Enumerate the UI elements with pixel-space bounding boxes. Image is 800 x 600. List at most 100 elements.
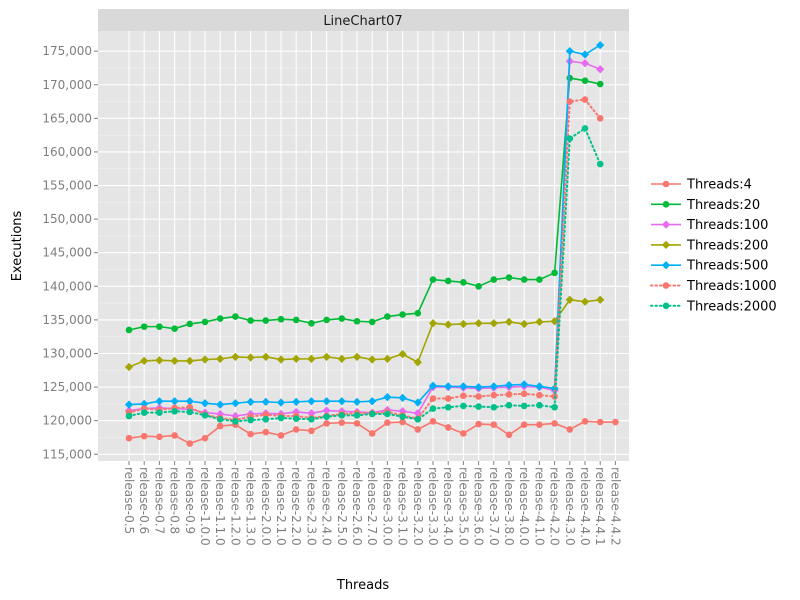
data-point xyxy=(444,320,453,329)
y-axis-title: Executions xyxy=(10,210,25,281)
series-line xyxy=(128,126,602,423)
data-point xyxy=(398,393,407,402)
x-tick-label: release-4.3.0 xyxy=(563,467,577,546)
x-tick-label: release-2.1.0 xyxy=(274,467,288,546)
data-point xyxy=(565,295,574,304)
data-point xyxy=(444,277,452,285)
y-tick-label: 170,000 xyxy=(42,78,92,92)
data-point xyxy=(292,354,301,363)
data-point xyxy=(460,430,467,437)
data-point xyxy=(414,426,422,433)
data-point xyxy=(186,320,194,328)
data-point xyxy=(596,418,604,426)
x-tick-label: release-2.6.0 xyxy=(350,467,364,546)
data-point xyxy=(460,278,467,286)
data-point xyxy=(384,410,391,418)
data-point xyxy=(308,416,315,423)
data-point xyxy=(383,393,392,402)
legend-label: Threads:200 xyxy=(686,238,768,253)
data-point xyxy=(368,397,377,406)
legend-swatch-marker xyxy=(662,302,670,310)
y-axis-ticks: 115,000 120,000 125,000 130,000 135,000 140,0… xyxy=(42,44,98,461)
data-point xyxy=(399,311,406,318)
data-point xyxy=(231,399,240,408)
data-point xyxy=(247,317,254,324)
legend-item: Threads:100 xyxy=(651,218,768,233)
x-tick-label: release-0.5 xyxy=(122,467,136,534)
data-point xyxy=(156,323,163,330)
y-tick-label: 165,000 xyxy=(42,111,92,125)
data-point xyxy=(536,421,543,429)
legend-swatch-marker xyxy=(662,282,670,289)
data-point xyxy=(489,319,498,328)
data-point xyxy=(399,413,406,420)
data-point xyxy=(216,315,224,322)
data-point xyxy=(292,415,300,422)
data-point xyxy=(490,403,498,411)
data-point xyxy=(353,317,361,325)
data-point xyxy=(323,316,330,324)
x-tick-label: release-3.5.0 xyxy=(456,467,470,546)
legend-item: Threads:20 xyxy=(651,198,760,213)
legend-item: Threads:4 xyxy=(651,178,752,193)
data-point xyxy=(520,390,528,398)
data-point xyxy=(383,354,392,363)
x-tick-label: release-0.7 xyxy=(152,467,166,534)
x-tick-label: release-4.0.0 xyxy=(517,467,531,546)
data-point xyxy=(292,397,301,406)
data-point xyxy=(520,276,528,283)
data-point xyxy=(276,355,286,364)
data-point xyxy=(201,412,209,419)
x-tick-label: release-4.4.1 xyxy=(593,467,607,546)
data-point xyxy=(368,430,376,437)
data-point xyxy=(156,433,163,441)
data-point xyxy=(520,402,528,410)
data-point xyxy=(596,295,605,304)
data-point xyxy=(475,420,482,428)
data-point xyxy=(535,382,544,391)
data-point xyxy=(566,426,574,433)
data-point xyxy=(460,402,467,410)
legend-swatch-marker xyxy=(661,240,671,250)
data-point xyxy=(307,397,316,406)
data-point xyxy=(413,398,422,407)
data-point xyxy=(536,391,543,399)
data-point xyxy=(276,398,286,407)
data-point xyxy=(581,125,589,132)
data-point xyxy=(398,350,407,359)
x-axis-title: Threads xyxy=(336,578,389,593)
legend-label: Threads:500 xyxy=(686,259,768,274)
x-tick-label: release-4.4.0 xyxy=(578,467,592,546)
data-point xyxy=(474,382,483,392)
data-point xyxy=(505,391,513,398)
data-point xyxy=(124,362,134,372)
data-point xyxy=(277,432,285,439)
series-threads-2000 xyxy=(125,125,604,425)
data-point xyxy=(504,380,514,390)
x-tick-label: release-1.3.0 xyxy=(244,467,258,546)
data-point xyxy=(337,397,346,406)
data-point xyxy=(216,422,224,430)
data-point xyxy=(399,418,406,426)
x-tick-label: release-2.7.0 xyxy=(365,467,379,546)
data-point xyxy=(246,353,255,362)
data-point xyxy=(292,316,300,324)
y-tick-label: 140,000 xyxy=(42,279,92,293)
x-tick-label: release-2.3.0 xyxy=(304,467,318,546)
legend-swatch-marker xyxy=(662,180,670,188)
data-point xyxy=(338,419,346,427)
x-tick-label: release-4.2.0 xyxy=(548,467,562,546)
data-point xyxy=(459,319,468,329)
data-point xyxy=(125,326,133,334)
data-point xyxy=(460,392,467,400)
data-point xyxy=(428,319,438,328)
strip-background xyxy=(98,9,629,31)
data-point xyxy=(155,397,164,406)
x-tick-label: release-3.2.0 xyxy=(411,467,425,546)
x-tick-label: release-2.4.0 xyxy=(320,467,334,546)
series-threads-500 xyxy=(124,40,605,409)
data-point xyxy=(581,418,589,425)
data-point xyxy=(262,428,270,436)
data-point xyxy=(596,65,605,74)
legend-item: Threads:500 xyxy=(651,259,768,274)
